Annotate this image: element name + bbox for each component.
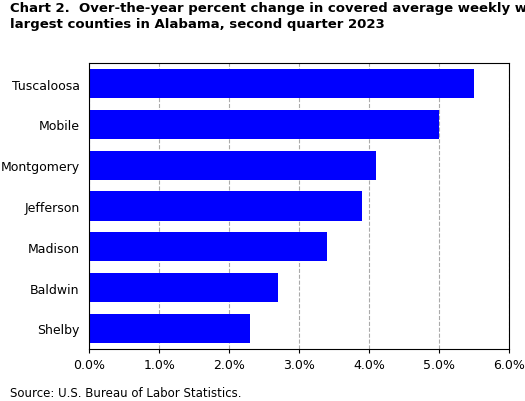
Bar bbox=[89, 314, 250, 343]
Text: Chart 2.  Over-the-year percent change in covered average weekly wages among the: Chart 2. Over-the-year percent change in… bbox=[10, 2, 525, 15]
Bar bbox=[89, 192, 362, 221]
Bar bbox=[89, 233, 327, 262]
Bar bbox=[89, 151, 376, 180]
Text: largest counties in Alabama, second quarter 2023: largest counties in Alabama, second quar… bbox=[10, 18, 385, 31]
Bar bbox=[89, 70, 474, 99]
Bar bbox=[89, 111, 439, 140]
Bar bbox=[89, 273, 278, 302]
Text: Source: U.S. Bureau of Labor Statistics.: Source: U.S. Bureau of Labor Statistics. bbox=[10, 386, 242, 399]
